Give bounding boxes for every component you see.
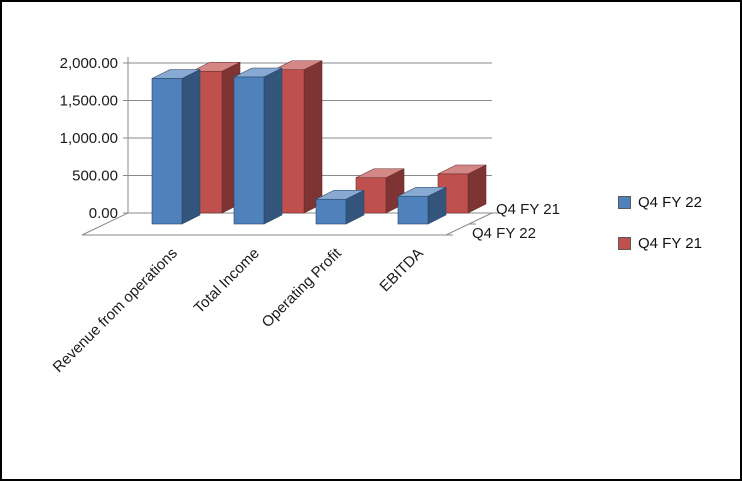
- bar-front-face: [315, 198, 347, 225]
- legend-item-q4-fy-22[interactable]: Q4 FY 22: [618, 194, 702, 211]
- bar-side-face: [263, 67, 283, 225]
- value-axis-label: 2,000.00: [60, 55, 118, 72]
- bar-front-face: [151, 78, 183, 225]
- depth-axis-label-front: Q4 FY 22: [472, 225, 536, 242]
- category-label-ebitda: EBITDA: [376, 245, 426, 295]
- legend-label-q4-fy-22: Q4 FY 22: [638, 194, 702, 211]
- value-axis-label: 0.00: [89, 205, 118, 222]
- legend-swatch-red: [618, 237, 631, 250]
- legend-item-q4-fy-21[interactable]: Q4 FY 21: [618, 235, 702, 252]
- value-axis-label: 1,500.00: [60, 93, 118, 110]
- legend-label-q4-fy-21: Q4 FY 21: [638, 235, 702, 252]
- bar-q4-fy-22-ebitda[interactable]: [397, 186, 447, 225]
- value-axis-label: 500.00: [72, 168, 118, 185]
- category-label-operating-profit: Operating Profit: [259, 244, 346, 331]
- category-label-revenue-from-operations: Revenue from operations: [50, 245, 181, 376]
- bar-q4-fy-22-total-income[interactable]: [233, 67, 283, 225]
- category-label-total-income: Total Income: [191, 245, 263, 317]
- bar-side-face: [181, 69, 201, 225]
- bar-q4-fy-22-revenue-from-operations[interactable]: [151, 69, 201, 225]
- legend: Q4 FY 22 Q4 FY 21: [618, 194, 702, 252]
- legend-swatch-blue: [618, 196, 631, 209]
- bar-front-face: [397, 195, 429, 225]
- bar-side-face: [303, 60, 323, 214]
- depth-axis-label-back: Q4 FY 21: [496, 201, 560, 218]
- value-axis-label: 1,000.00: [60, 130, 118, 147]
- bar-front-face: [233, 76, 265, 225]
- bar-q4-fy-22-operating-profit[interactable]: [315, 189, 365, 225]
